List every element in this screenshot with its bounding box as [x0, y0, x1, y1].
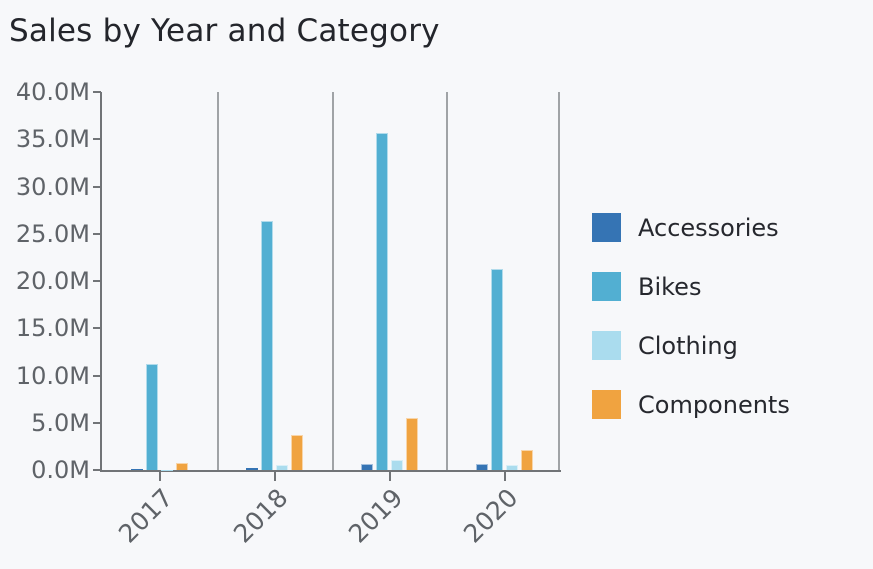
x-axis-tick [503, 472, 506, 481]
bar-clothing-2020[interactable] [505, 464, 518, 470]
y-axis-tick [93, 421, 101, 424]
legend-swatch-accessories [592, 213, 621, 242]
y-axis-tick-label: 15.0M [15, 314, 90, 343]
y-axis-tick [93, 232, 101, 235]
bar-accessories-2018[interactable] [246, 467, 259, 470]
y-axis-tick-label: 40.0M [15, 78, 90, 106]
y-axis-tick-label: 30.0M [15, 172, 90, 201]
plot-area [100, 92, 561, 472]
legend-label: Clothing [638, 331, 738, 360]
bar-components-2020[interactable] [520, 450, 533, 470]
legend-label: Components [638, 390, 790, 419]
y-axis-tick [93, 280, 101, 282]
bar-accessories-2017[interactable] [131, 469, 144, 470]
group-separator [216, 92, 219, 470]
bar-bikes-2017[interactable] [146, 364, 159, 470]
legend-swatch-bikes [592, 272, 621, 301]
legend-item-clothing[interactable]: Clothing [592, 331, 790, 360]
plot-right-border [558, 92, 560, 470]
bar-components-2018[interactable] [291, 435, 304, 470]
legend-label: Bikes [638, 272, 702, 301]
legend-item-accessories[interactable]: Accessories [592, 213, 790, 242]
bar-accessories-2019[interactable] [360, 463, 373, 470]
legend-swatch-clothing [592, 331, 621, 360]
y-axis-tick-label: 35.0M [15, 125, 90, 154]
x-axis-tick-label: 2017 [113, 483, 179, 549]
x-axis-tick [159, 472, 162, 481]
x-axis-tick-label: 2019 [342, 483, 409, 549]
bar-bikes-2018[interactable] [261, 221, 274, 470]
x-axis-tick [388, 472, 391, 481]
legend-swatch-components [592, 390, 621, 419]
bar-bikes-2019[interactable] [375, 132, 388, 470]
chart-title: Sales by Year and Category [9, 13, 440, 49]
bar-components-2019[interactable] [405, 418, 418, 470]
y-axis-tick [93, 327, 101, 330]
group-separator [446, 92, 449, 470]
bar-clothing-2018[interactable] [276, 464, 289, 470]
bar-bikes-2020[interactable] [490, 268, 503, 470]
y-axis-tick [93, 91, 101, 93]
bar-accessories-2020[interactable] [475, 464, 488, 470]
y-axis-tick-label: 0.0M [31, 456, 90, 484]
group-separator [331, 92, 334, 470]
y-axis-tick-label: 5.0M [31, 408, 90, 437]
x-axis-tick-label: 2020 [457, 483, 524, 549]
y-axis-tick-label: 20.0M [15, 267, 90, 295]
x-axis-tick [274, 472, 277, 481]
bar-components-2017[interactable] [176, 463, 189, 470]
legend: Accessories Bikes Clothing Components [592, 213, 790, 449]
bar-clothing-2019[interactable] [390, 460, 403, 470]
legend-item-bikes[interactable]: Bikes [592, 272, 790, 301]
y-axis-tick [93, 469, 101, 471]
y-axis-tick [93, 185, 101, 188]
y-axis-tick-label: 10.0M [15, 361, 90, 390]
legend-item-components[interactable]: Components [592, 390, 790, 419]
y-axis-tick [93, 374, 101, 377]
legend-label: Accessories [638, 213, 779, 242]
x-axis-tick-label: 2018 [228, 483, 294, 549]
y-axis-tick [93, 138, 101, 141]
y-axis-tick-label: 25.0M [15, 219, 90, 248]
